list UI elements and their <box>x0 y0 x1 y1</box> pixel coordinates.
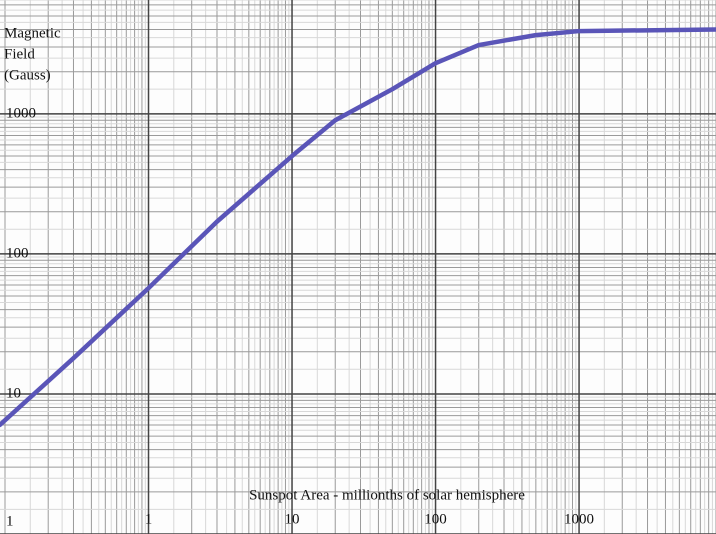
plot <box>0 27 716 428</box>
y-tick-label: 10 <box>6 385 21 401</box>
y-tick-label: 1000 <box>6 105 36 121</box>
y-tick-label: 100 <box>6 245 29 261</box>
x-axis-label: Sunspot Area - millionths of solar hemis… <box>249 487 525 503</box>
data-line <box>0 27 716 428</box>
x-tick-label: 1 <box>145 511 153 527</box>
y-tick-label: 1 <box>6 513 14 529</box>
x-tick-label: 1000 <box>564 511 594 527</box>
x-tick-label: 10 <box>285 511 300 527</box>
y-axis-label: (Gauss) <box>4 67 51 83</box>
y-axis-label: Field <box>4 46 35 62</box>
y-axis-label: Magnetic <box>4 25 61 41</box>
x-tick-label: 100 <box>424 511 447 527</box>
